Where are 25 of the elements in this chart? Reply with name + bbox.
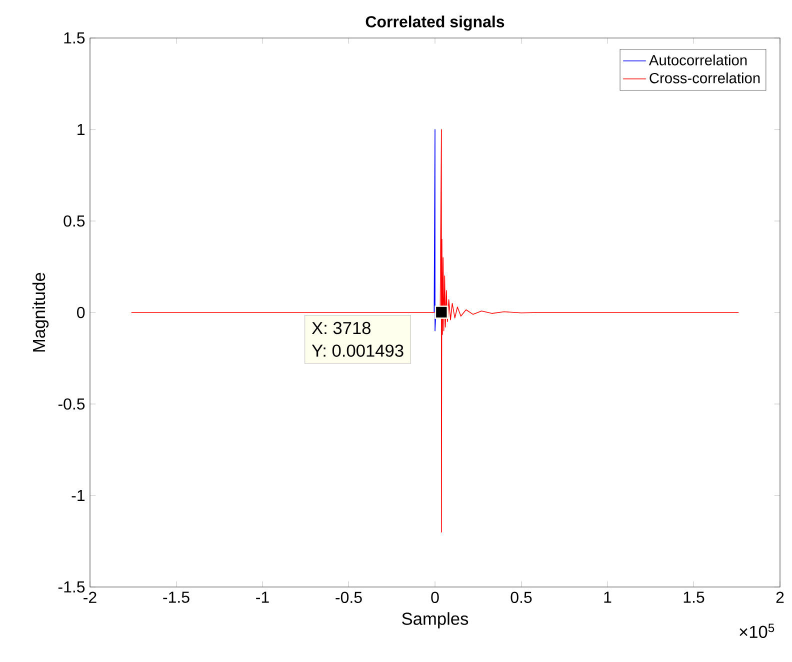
legend-label: Cross-correlation <box>650 72 760 84</box>
y-tick-label: 0.5 <box>64 215 85 227</box>
annotation: X: 3718 <box>312 322 371 334</box>
x-tick-label: 1 <box>604 592 612 603</box>
x-tick-label: 0 <box>431 592 439 604</box>
y-tick-label: -1 <box>72 490 85 502</box>
chart-title: Correlated signals <box>366 16 504 31</box>
line-series <box>131 129 740 532</box>
x-tick-label: -1.5 <box>163 592 190 603</box>
x-tick-label: 1.5 <box>684 592 704 603</box>
y-tick-label: -1.5 <box>58 581 85 593</box>
x-axis-title: Samples <box>402 612 468 628</box>
x-tick-label: 0.5 <box>510 592 532 604</box>
x-tick-label: -0.5 <box>336 592 362 604</box>
x-tick-label: -1 <box>256 592 269 603</box>
x-tick-label: -2 <box>84 592 96 603</box>
legend-label: Autocorrelation <box>648 54 747 66</box>
x-tick-label: 2 <box>776 592 784 603</box>
y-tick-label: 1 <box>78 124 85 136</box>
y-tick-label: 1.5 <box>64 32 85 44</box>
y-tick-label: 0 <box>77 306 85 318</box>
text: ×10$^{5}$ <box>740 624 774 638</box>
annotation: Y: 0.001493 <box>312 344 404 357</box>
y-tick-label: -0.5 <box>58 398 85 410</box>
y-axis-title: Magnitude <box>32 272 49 352</box>
